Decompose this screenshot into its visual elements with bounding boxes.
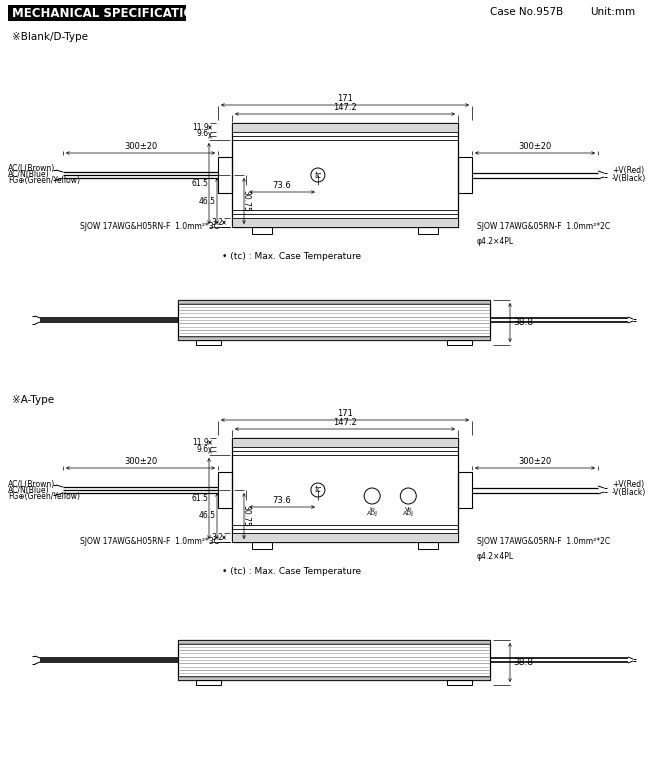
Text: φ4.2×4PL: φ4.2×4PL <box>477 237 514 246</box>
Text: 300±20: 300±20 <box>124 457 157 466</box>
Bar <box>232 533 458 542</box>
Text: AC/N(Blue): AC/N(Blue) <box>8 170 50 180</box>
Text: AC/N(Blue): AC/N(Blue) <box>8 486 50 494</box>
Text: ADJ: ADJ <box>403 511 414 516</box>
Text: 3.2: 3.2 <box>211 533 223 542</box>
Text: 61.5: 61.5 <box>191 179 208 188</box>
Bar <box>178 300 490 304</box>
Text: Case No.957B: Case No.957B <box>490 7 563 17</box>
Text: +V(Red): +V(Red) <box>612 166 644 174</box>
Bar <box>232 438 458 447</box>
Text: MECHANICAL SPECIFICATION: MECHANICAL SPECIFICATION <box>12 7 204 20</box>
Text: 46.5: 46.5 <box>199 197 216 206</box>
Bar <box>178 300 490 340</box>
Text: ※Blank/D-Type: ※Blank/D-Type <box>12 32 88 42</box>
Text: 38.8: 38.8 <box>513 658 533 667</box>
Text: AC/L(Brown): AC/L(Brown) <box>8 480 55 489</box>
Bar <box>232 438 458 542</box>
Text: tc: tc <box>314 486 322 494</box>
Bar <box>252 542 272 549</box>
Text: 11.9: 11.9 <box>192 438 209 447</box>
Text: Io: Io <box>369 507 375 512</box>
Text: 73.6: 73.6 <box>273 496 291 505</box>
Text: 171: 171 <box>337 94 353 103</box>
Text: SJOW 17AWG&H05RN-F  1.0mm²*3C: SJOW 17AWG&H05RN-F 1.0mm²*3C <box>80 222 219 231</box>
Bar <box>447 680 472 685</box>
Text: SJOW 17AWG&05RN-F  1.0mm²*2C: SJOW 17AWG&05RN-F 1.0mm²*2C <box>477 537 610 546</box>
Bar <box>178 640 490 644</box>
Bar <box>178 336 490 340</box>
Bar <box>218 157 232 193</box>
Text: 46.5: 46.5 <box>199 511 216 520</box>
Text: -V(Black): -V(Black) <box>612 489 647 497</box>
Text: ADJ: ADJ <box>366 511 378 516</box>
Text: 171: 171 <box>337 409 353 418</box>
Text: 30.75: 30.75 <box>241 190 251 212</box>
Bar <box>196 340 221 345</box>
Text: tc: tc <box>314 170 322 180</box>
Text: 147.2: 147.2 <box>333 418 357 427</box>
Text: FG⊕(Green/Yellow): FG⊕(Green/Yellow) <box>8 177 80 186</box>
Bar <box>178 676 490 680</box>
Bar <box>447 340 472 345</box>
Text: 30.75: 30.75 <box>241 505 251 527</box>
Text: 61.5: 61.5 <box>191 494 208 503</box>
Bar <box>196 680 221 685</box>
Bar <box>458 472 472 508</box>
Bar <box>8 5 186 21</box>
Text: φ4.2×4PL: φ4.2×4PL <box>477 552 514 561</box>
Text: • (tc) : Max. Case Temperature: • (tc) : Max. Case Temperature <box>222 567 361 576</box>
Text: 9.6: 9.6 <box>197 130 209 139</box>
Text: ※A-Type: ※A-Type <box>12 395 54 405</box>
Bar <box>232 123 458 132</box>
Text: 147.2: 147.2 <box>333 103 357 112</box>
Text: 73.6: 73.6 <box>273 181 291 190</box>
Text: 38.8: 38.8 <box>513 318 533 327</box>
Bar <box>178 640 490 680</box>
Text: -V(Black): -V(Black) <box>612 173 647 183</box>
Bar <box>252 227 272 234</box>
Text: 300±20: 300±20 <box>519 142 551 151</box>
Bar <box>218 472 232 508</box>
Text: SJOW 17AWG&05RN-F  1.0mm²*2C: SJOW 17AWG&05RN-F 1.0mm²*2C <box>477 222 610 231</box>
Text: 300±20: 300±20 <box>519 457 551 466</box>
Text: • (tc) : Max. Case Temperature: • (tc) : Max. Case Temperature <box>222 252 361 261</box>
Bar <box>232 218 458 227</box>
Text: 3.2: 3.2 <box>211 218 223 227</box>
Bar <box>458 157 472 193</box>
Text: FG⊕(Green/Yellow): FG⊕(Green/Yellow) <box>8 491 80 500</box>
Bar <box>418 227 438 234</box>
Bar <box>418 542 438 549</box>
Text: Vo: Vo <box>405 507 412 512</box>
Text: 9.6: 9.6 <box>197 445 209 453</box>
Text: AC/L(Brown): AC/L(Brown) <box>8 164 55 173</box>
Text: 300±20: 300±20 <box>124 142 157 151</box>
Text: 11.9: 11.9 <box>192 123 209 132</box>
Text: +V(Red): +V(Red) <box>612 480 644 490</box>
Bar <box>232 123 458 227</box>
Text: SJOW 17AWG&H05RN-F  1.0mm²*3C: SJOW 17AWG&H05RN-F 1.0mm²*3C <box>80 537 219 546</box>
Text: Unit:mm: Unit:mm <box>590 7 635 17</box>
